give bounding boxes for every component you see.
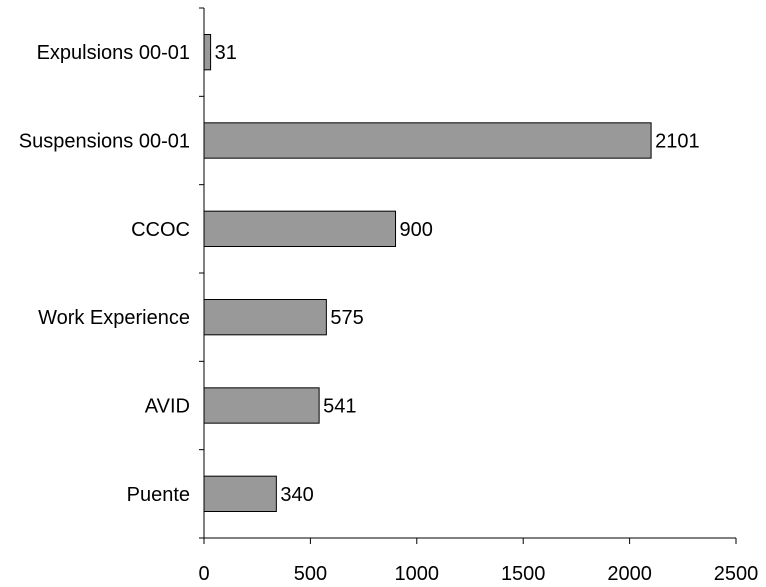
category-label-avid: AVID bbox=[145, 396, 190, 418]
data-label-work-experience: 575 bbox=[330, 307, 363, 329]
data-label-puente: 340 bbox=[280, 484, 313, 506]
data-label-expulsions-00-01: 31 bbox=[215, 42, 237, 64]
labels-layer: Expulsions 00-01 31 Suspensions 00-01 2101 C… bbox=[19, 42, 758, 585]
bar-avid bbox=[203, 387, 320, 424]
bars-layer bbox=[203, 34, 652, 512]
x-tick-label: 1000 bbox=[395, 563, 440, 585]
bar-expulsions-00-01 bbox=[203, 34, 212, 71]
bar-ccoc bbox=[203, 210, 397, 248]
category-label-puente: Puente bbox=[127, 484, 190, 506]
bar-puente bbox=[203, 475, 277, 512]
x-tick-label: 500 bbox=[294, 563, 327, 585]
category-label-suspensions-00-01: Suspensions 00-01 bbox=[19, 131, 190, 153]
x-tick-label: 2500 bbox=[714, 563, 759, 585]
x-tick-label: 1500 bbox=[501, 563, 546, 585]
category-label-expulsions-00-01: Expulsions 00-01 bbox=[37, 42, 190, 64]
axes-layer bbox=[199, 7, 737, 544]
data-label-suspensions-00-01: 2101 bbox=[655, 131, 700, 153]
bar-suspensions-00-01 bbox=[203, 122, 652, 159]
x-tick-label: 2000 bbox=[607, 563, 652, 585]
category-label-ccoc: CCOC bbox=[131, 219, 190, 241]
bar-work-experience bbox=[203, 299, 327, 336]
x-tick-label: 0 bbox=[198, 563, 209, 585]
data-label-ccoc: 900 bbox=[400, 219, 433, 241]
data-label-avid: 541 bbox=[323, 396, 356, 418]
category-label-work-experience: Work Experience bbox=[38, 307, 190, 329]
